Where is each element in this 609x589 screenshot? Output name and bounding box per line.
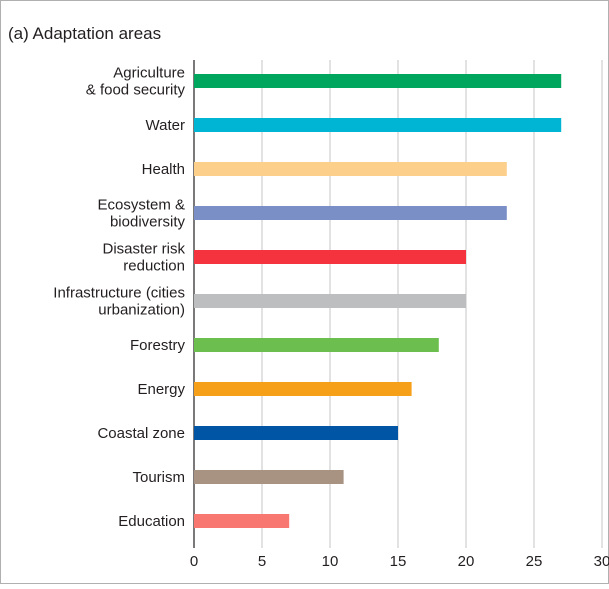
x-tick-label: 30 (594, 553, 609, 570)
bar (194, 426, 398, 440)
bar (194, 118, 562, 132)
x-tick-label: 25 (526, 553, 543, 570)
bar (194, 294, 466, 308)
y-tick-label: Disaster risk reduction (102, 241, 185, 275)
y-tick-label: Education (118, 513, 185, 530)
bar (194, 514, 290, 528)
y-tick-label: Energy (137, 381, 185, 398)
bar (194, 250, 466, 264)
y-tick-label: Ecosystem & biodiversity (97, 197, 185, 231)
bar (194, 162, 507, 176)
y-tick-label: Tourism (132, 469, 185, 486)
y-tick-label: Coastal zone (97, 425, 185, 442)
y-tick-label: Agriculture & food security (86, 65, 186, 99)
x-tick-label: 0 (190, 553, 198, 570)
x-tick-label: 5 (258, 553, 266, 570)
x-tick-label: 20 (458, 553, 475, 570)
bar (194, 338, 439, 352)
chart-title: (a) Adaptation areas (8, 24, 161, 43)
y-tick-label: Water (146, 117, 185, 134)
x-tick-label: 15 (390, 553, 407, 570)
bar (194, 74, 562, 88)
bar (194, 206, 507, 220)
bar (194, 382, 412, 396)
x-tick-label: 10 (322, 553, 339, 570)
y-tick-label: Forestry (130, 337, 186, 354)
bar (194, 470, 344, 484)
y-tick-label: Infrastructure (cities urbanization) (53, 285, 185, 319)
y-tick-label: Health (142, 161, 185, 178)
